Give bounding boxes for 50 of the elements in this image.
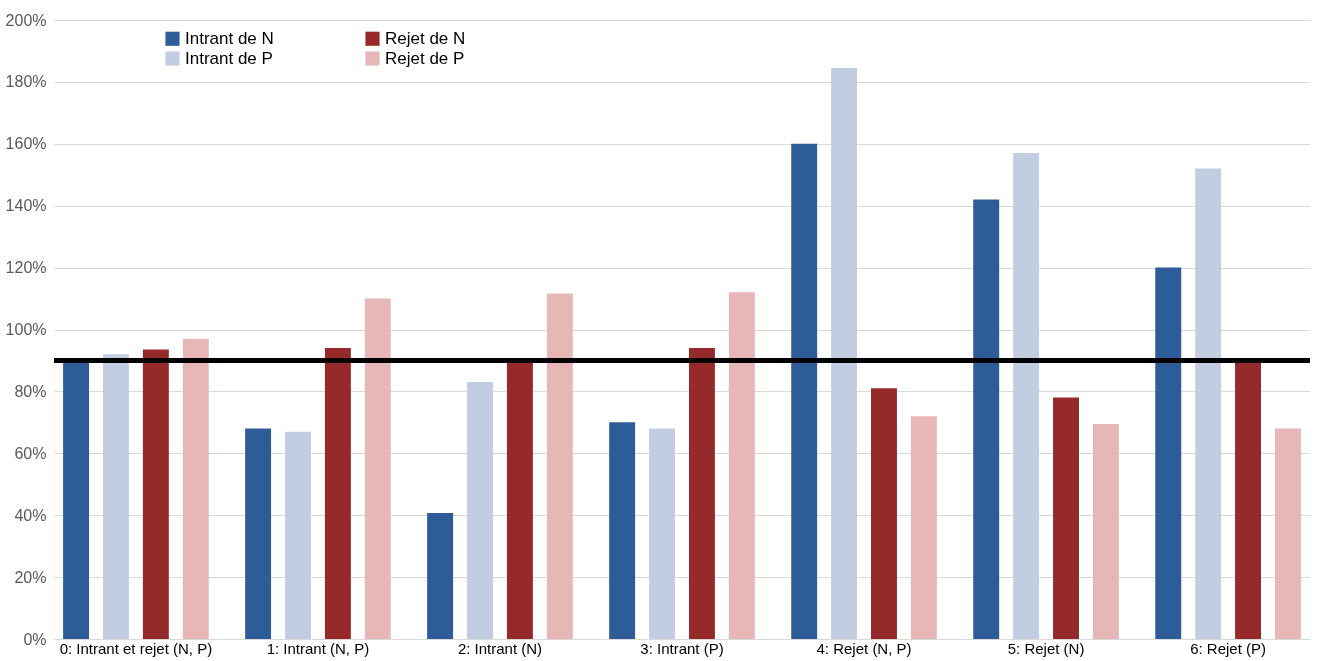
bar xyxy=(245,428,272,639)
bar xyxy=(1092,423,1119,639)
y-tick-label: 60% xyxy=(14,444,47,462)
y-tick-label: 200% xyxy=(5,11,47,29)
bar xyxy=(427,513,454,639)
bar xyxy=(467,382,493,639)
bar xyxy=(791,143,818,639)
legend-label: Intrant de N xyxy=(185,28,274,48)
bar xyxy=(142,349,169,639)
x-tick-label: 5: Rejet (N) xyxy=(1007,639,1085,657)
bar xyxy=(285,431,311,639)
bar xyxy=(103,354,129,639)
y-tick-label: 160% xyxy=(5,135,47,153)
y-tick-label: 120% xyxy=(5,259,47,277)
bar xyxy=(609,422,636,639)
y-tick-label: 0% xyxy=(23,630,47,648)
bar xyxy=(728,292,755,639)
bar xyxy=(1013,153,1040,639)
bar xyxy=(1053,397,1079,639)
x-tick-label: 1: Intrant (N, P) xyxy=(266,639,370,657)
y-tick-label: 140% xyxy=(5,197,47,215)
y-tick-label: 20% xyxy=(14,568,47,586)
bar xyxy=(182,338,209,639)
bar xyxy=(871,388,897,639)
bar xyxy=(1195,168,1222,639)
bar xyxy=(546,293,573,639)
bar xyxy=(973,199,1000,639)
bar xyxy=(63,360,90,639)
bar xyxy=(910,416,937,639)
bar xyxy=(506,360,533,639)
y-tick-label: 180% xyxy=(5,73,47,91)
legend-label: Rejet de N xyxy=(385,28,466,48)
x-tick-label: 2: Intrant (N) xyxy=(457,639,543,657)
bar xyxy=(688,348,715,639)
bar xyxy=(649,428,676,639)
x-tick-label: 3: Intrant (P) xyxy=(640,639,724,657)
bar xyxy=(831,67,858,639)
y-tick-label: 80% xyxy=(14,382,47,400)
bar xyxy=(1155,267,1182,639)
legend-label: Intrant de P xyxy=(185,48,273,68)
x-tick-label: 4: Rejet (N, P) xyxy=(816,639,912,657)
bar xyxy=(324,348,351,639)
bar xyxy=(1274,428,1301,639)
bar xyxy=(1235,360,1261,639)
x-tick-label: 6: Rejet (P) xyxy=(1190,639,1267,657)
bar xyxy=(364,298,391,639)
y-tick-label: 100% xyxy=(5,321,47,338)
y-tick-label: 40% xyxy=(14,506,47,524)
legend-label: Rejet de P xyxy=(385,48,465,68)
x-tick-label: 0: Intrant et rejet (N, P) xyxy=(59,639,213,657)
